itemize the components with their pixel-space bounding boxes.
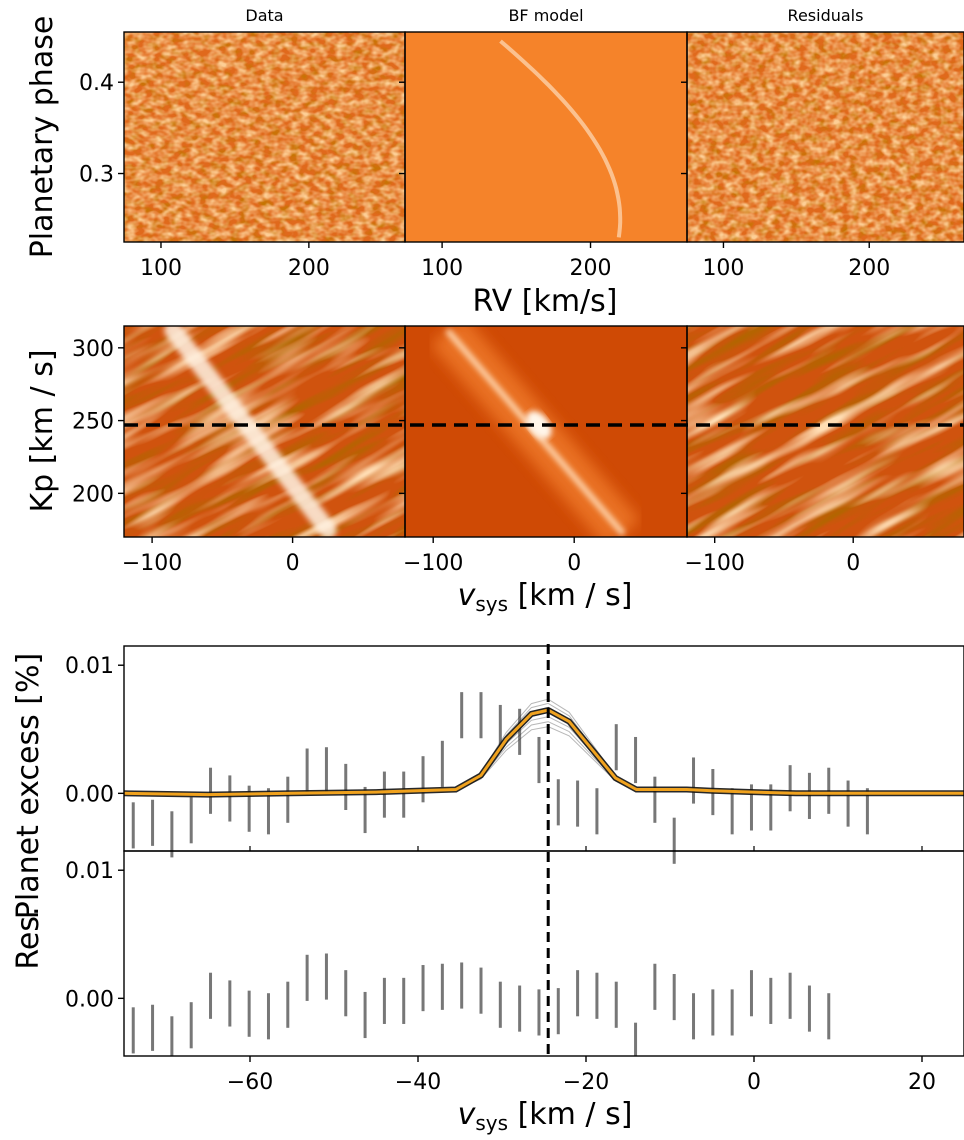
posterior-draw: [124, 726, 964, 795]
kp-xtick-label: −100: [684, 551, 744, 576]
phase-panel-title: Residuals: [788, 6, 864, 25]
phase-residuals-panel: [687, 32, 964, 242]
kp-data-panel: [124, 326, 405, 537]
kp-ytick-label: 300: [72, 337, 114, 362]
kp-model-peak: [526, 410, 552, 439]
phase-ytick-label: 0.4: [79, 71, 114, 96]
best-fit-model-line: [124, 708, 964, 797]
residual-xlabel-main: v: [458, 1097, 477, 1132]
phase-ylabel: Planetary phase: [25, 16, 60, 259]
residual-xlabel-sub: sys: [475, 1111, 508, 1135]
kp-residuals-panel: [687, 326, 964, 537]
excess-ytick-label: 0.01: [65, 654, 114, 679]
residual-xtick-label: −20: [563, 1070, 609, 1095]
kp-model-panel: [405, 326, 687, 537]
excess-ytick-label: 0.00: [65, 782, 114, 807]
posterior-draw: [124, 716, 964, 796]
residual-xtick-label: 0: [747, 1070, 761, 1095]
residual-ylabel: Res.: [11, 906, 46, 969]
phase-ytick-label: 0.3: [79, 163, 114, 188]
phase-xtick-label: 200: [848, 256, 890, 281]
kp-xlabel-rest: [km / s]: [508, 578, 632, 613]
residual-xtick-label: −60: [227, 1070, 273, 1095]
phase-panel-frame: [686, 31, 964, 243]
kp-xlabel-sub: sys: [475, 592, 508, 616]
posterior-draw: [124, 721, 964, 795]
phase-model-panel: [405, 32, 687, 242]
kp-ytick-label: 250: [72, 410, 114, 435]
phase-panel-title: Data: [245, 6, 283, 25]
kp-ytick-label: 200: [72, 482, 114, 507]
phase-xlabel: RV [km/s]: [472, 284, 617, 319]
kp-xtick-label: 0: [567, 551, 581, 576]
residual-ytick-label: 0.00: [65, 987, 114, 1012]
kp-xtick-label: 0: [286, 551, 300, 576]
residual-xlabel: vsys [km / s]: [458, 1097, 633, 1135]
model-trail: [499, 39, 623, 238]
posterior-draw: [124, 707, 964, 796]
excess-plot-area: [124, 692, 964, 1056]
kp-xlabel-main: v: [458, 578, 477, 613]
kp-ylabel: Kp [km / s]: [25, 349, 60, 512]
kp-xlabel: vsys [km / s]: [458, 578, 633, 616]
phase-panel-title: BF model: [508, 6, 583, 25]
residual-frame: [123, 850, 964, 1057]
phase-xtick-label: 100: [140, 256, 182, 281]
residual-ytick-label: 0.01: [65, 859, 114, 884]
kp-xtick-label: 0: [846, 551, 860, 576]
kp-xtick-label: −100: [403, 551, 463, 576]
residual-xtick-label: 20: [908, 1070, 936, 1095]
kp-xtick-label: −100: [122, 551, 182, 576]
excess-ylabel: Planet excess [%]: [11, 653, 46, 919]
kp-panel-frame: [686, 325, 964, 538]
residual-xlabel-rest: [km / s]: [508, 1097, 632, 1132]
phase-xtick-label: 200: [288, 256, 330, 281]
residual-xtick-label: −40: [395, 1070, 441, 1095]
phase-xtick-label: 100: [421, 256, 463, 281]
posterior-draw: [124, 712, 964, 796]
phase-xtick-label: 200: [570, 256, 612, 281]
phase-xtick-label: 100: [702, 256, 744, 281]
phase-data-panel: [124, 32, 405, 242]
